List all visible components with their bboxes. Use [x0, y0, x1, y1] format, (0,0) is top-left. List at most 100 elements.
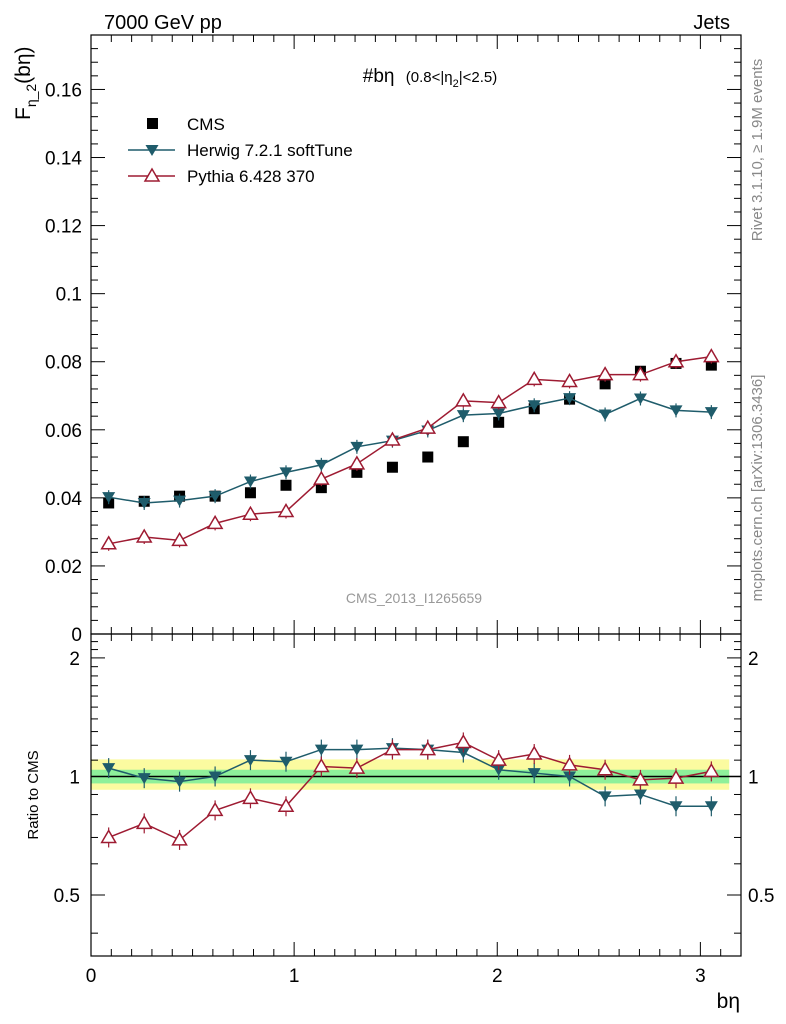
chart-title: #bη (0.8<|η2|<2.5) [363, 66, 497, 90]
pythia-ratio-point [490, 751, 507, 766]
herwig-point [669, 405, 683, 417]
y-axis-label: Fη_2(bη) [12, 46, 39, 120]
cms-point [280, 479, 292, 491]
herwig-line [108, 397, 712, 504]
chart-title-main: #bη [363, 66, 395, 87]
chart-title-end: |<2.5) [459, 69, 498, 86]
herwig-ratio-point [633, 789, 647, 801]
pythia-ratio-point [348, 759, 366, 774]
pythia-point [596, 366, 614, 381]
herwig-point [243, 476, 257, 488]
cms-point [386, 461, 398, 473]
pythia-ratio-point [596, 761, 614, 776]
herwig-ratio-point [456, 747, 470, 759]
ratio-tick-label-right: 2 [748, 649, 759, 670]
cms-point [351, 466, 363, 478]
y-tick-label: 0.12 [45, 217, 82, 238]
pythia-point [455, 392, 472, 407]
herwig-ratio-point [704, 801, 718, 813]
axis-ticks [90, 35, 742, 956]
pythia-point [703, 348, 720, 363]
legend-label-pythia: Pythia 6.428 370 [187, 167, 315, 186]
pythia-point [632, 366, 649, 381]
y-tick-label: 0.02 [45, 557, 82, 578]
x-tick-label: 2 [492, 966, 503, 987]
pythia-ratio-point [703, 762, 720, 778]
chart-title-subscript: 2 [453, 78, 459, 90]
data-series [100, 348, 720, 551]
pythia-point [313, 470, 330, 485]
x-tick-label: 1 [289, 966, 300, 987]
herwig-point [633, 393, 647, 405]
ratio-axis-label: Ratio to CMS [25, 750, 42, 839]
herwig-point [527, 400, 541, 412]
herwig-point [208, 491, 222, 503]
pythia-ratio-point [171, 831, 188, 846]
legend-marker-cms [147, 118, 158, 129]
y-tick-label: 0 [71, 625, 82, 646]
herwig-point [137, 497, 151, 509]
ratio-tick-label-right: 0.5 [748, 886, 774, 907]
analysis-watermark: CMS_2013_I1265659 [346, 590, 482, 606]
herwig-ratio-point [102, 763, 116, 775]
pythia-point [348, 455, 366, 470]
herwig-ratio-point [350, 744, 364, 756]
pythia-ratio-point [561, 756, 578, 771]
pythia-point [525, 370, 543, 386]
mcplots-source-label: mcplots.cern.ch [arXiv:1306.3436] [749, 375, 766, 602]
ratio-series [91, 732, 741, 850]
legend-label-herwig: Herwig 7.2.1 softTune [187, 141, 353, 160]
pythia-ratio-line [108, 741, 712, 841]
herwig-point [102, 492, 116, 504]
x-tick-label: 3 [695, 966, 706, 987]
herwig-point [456, 410, 470, 422]
y-tick-label: 0.14 [45, 149, 82, 170]
herwig-ratio-point [598, 791, 612, 803]
pythia-point [667, 353, 685, 368]
y-tick-label: 0.06 [45, 421, 82, 442]
pythia-point [171, 531, 188, 547]
y-tick-label: 0.16 [45, 80, 82, 101]
pythia-ratio-point [525, 745, 543, 760]
pythia-point [206, 514, 224, 530]
pythia-point [135, 528, 153, 543]
herwig-ratio-point [243, 755, 257, 767]
cms-point [244, 487, 256, 499]
header-energy-label: 7000 GeV pp [104, 12, 222, 34]
cms-point [422, 451, 434, 463]
herwig-ratio-point [137, 773, 151, 785]
legend-marker-herwig [145, 145, 159, 156]
y-axis-label-main: F [12, 107, 35, 120]
x-tick-label: 0 [86, 966, 97, 987]
pythia-ratio-point [667, 769, 685, 784]
pythia-ratio-point [313, 757, 330, 773]
rivet-version-label: Rivet 3.1.10, ≥ 1.9M events [749, 59, 766, 242]
legend: CMS Herwig 7.2.1 softTune Pythia 6.428 3… [128, 115, 353, 186]
cms-point [493, 416, 505, 428]
chart-title-sub: (0.8<|η [406, 69, 453, 86]
herwig-ratio-point [527, 768, 541, 780]
herwig-ratio-point [669, 801, 683, 813]
herwig-point [492, 408, 506, 420]
pythia-point [100, 535, 117, 550]
axis-tick-labels: 0 1 2 3 0 0.02 0.04 0.06 0.08 0.1 0.12 0.14 0.16 0.5 0… [45, 80, 774, 987]
herwig-ratio-point [563, 771, 577, 783]
herwig-ratio-point [314, 744, 328, 756]
y-axis-label-end: (bη) [12, 46, 35, 83]
pythia-point [561, 372, 578, 388]
pythia-ratio-point [384, 741, 401, 756]
pythia-ratio-point [277, 797, 295, 813]
legend-label-cms: CMS [187, 115, 225, 134]
ratio-tick-label-right: 1 [748, 767, 759, 788]
x-axis-label: bη [717, 990, 740, 1013]
herwig-point [350, 441, 364, 453]
pythia-ratio-point [100, 828, 117, 844]
y-tick-label: 0.1 [56, 285, 82, 306]
herwig-ratio-point [279, 756, 293, 768]
ratio-tick-label: 0.5 [54, 886, 80, 907]
cms-point [315, 482, 327, 494]
pythia-point [277, 502, 295, 518]
cms-point [457, 436, 469, 448]
pythia-ratio-point [135, 814, 153, 830]
